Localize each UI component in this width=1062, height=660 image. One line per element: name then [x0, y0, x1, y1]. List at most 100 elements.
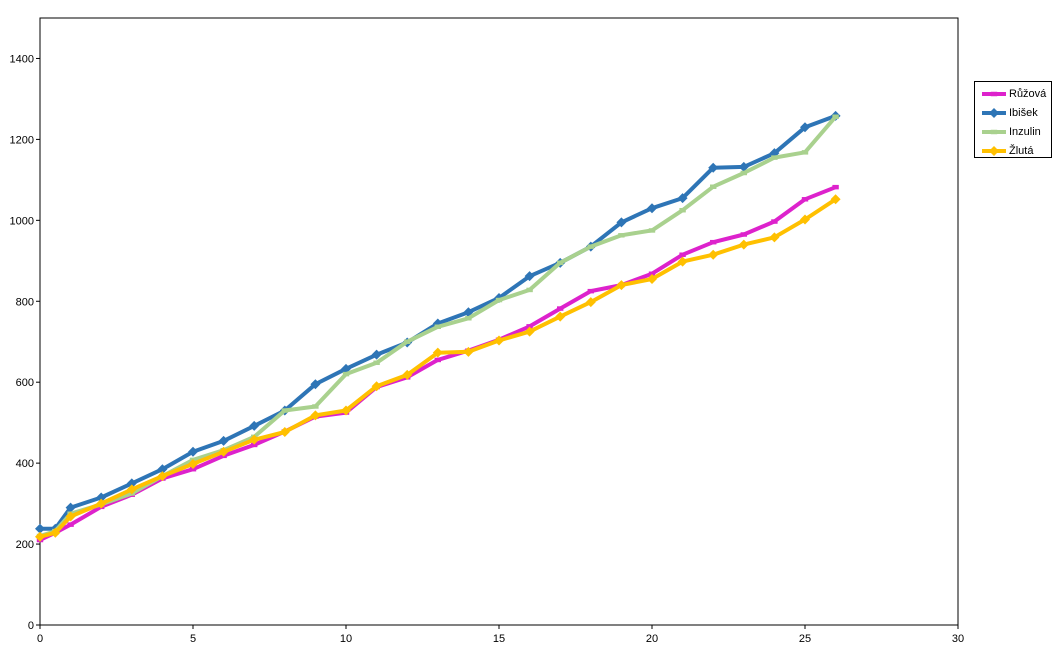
- data-point: [587, 288, 594, 294]
- y-tick-label: 800: [16, 296, 34, 308]
- data-point: [740, 232, 747, 237]
- series-4: [35, 194, 841, 542]
- data-point: [830, 194, 841, 205]
- data-point: [434, 357, 441, 363]
- plot-area: [39, 17, 959, 626]
- data-point: [524, 326, 535, 337]
- data-point: [801, 150, 809, 155]
- y-tick-label: 1400: [10, 53, 34, 65]
- data-point: [738, 239, 749, 250]
- y-tick-label: 600: [16, 377, 34, 389]
- data-point: [371, 349, 382, 360]
- legend-swatch-marker: [989, 108, 999, 118]
- data-point: [463, 346, 474, 357]
- x-tick-label: 30: [952, 633, 964, 645]
- data-point: [526, 324, 533, 329]
- data-point: [249, 434, 260, 445]
- data-point: [371, 381, 382, 392]
- legend-swatch-marker: [989, 146, 999, 156]
- legend-item: Růžová: [981, 87, 1046, 101]
- data-point: [65, 511, 76, 522]
- data-point: [800, 122, 810, 133]
- data-point: [677, 193, 688, 204]
- data-point: [648, 271, 656, 276]
- data-point: [618, 233, 625, 238]
- data-point: [218, 435, 229, 446]
- data-point: [677, 256, 688, 267]
- data-point: [494, 335, 504, 346]
- data-point: [616, 217, 627, 228]
- legend-swatch: [982, 129, 1006, 135]
- data-point: [832, 184, 839, 190]
- data-point: [465, 316, 472, 321]
- data-point: [710, 184, 717, 189]
- data-point: [800, 214, 810, 225]
- y-tick-label: 400: [16, 458, 34, 470]
- data-point: [279, 426, 290, 437]
- data-point: [188, 458, 198, 469]
- x-tick-label: 25: [799, 633, 811, 645]
- data-point: [310, 379, 321, 390]
- data-point: [738, 161, 749, 172]
- data-point: [769, 232, 780, 243]
- data-point: [404, 339, 411, 344]
- y-axis: 0 200 400 600 800 1000 1200 1400: [10, 53, 40, 632]
- data-point: [188, 446, 198, 457]
- data-point: [557, 260, 564, 266]
- data-point: [708, 249, 719, 260]
- data-point: [342, 371, 350, 377]
- data-point: [434, 324, 441, 330]
- data-point: [616, 280, 627, 291]
- data-point: [341, 405, 351, 416]
- data-point: [801, 197, 809, 202]
- legend-label: Ibišek: [1009, 107, 1038, 119]
- y-tick-label: 1000: [10, 215, 34, 227]
- x-tick-label: 20: [646, 633, 658, 645]
- data-point: [310, 410, 321, 421]
- data-point: [587, 244, 594, 249]
- y-tick-label: 200: [16, 539, 34, 551]
- y-tick-label: 1200: [10, 134, 34, 146]
- series-layer: [35, 110, 841, 543]
- data-point: [50, 527, 61, 538]
- data-point: [524, 271, 535, 282]
- legend: Růžová Ibišek Inzulin Žlutá: [974, 81, 1052, 158]
- data-point: [189, 466, 197, 472]
- data-point: [96, 492, 107, 503]
- data-point: [647, 203, 657, 214]
- data-point: [495, 297, 503, 303]
- x-tick-label: 5: [190, 633, 196, 645]
- data-point: [35, 523, 45, 534]
- data-point: [218, 446, 229, 457]
- data-point: [249, 420, 260, 431]
- data-point: [555, 311, 566, 322]
- data-point: [96, 498, 107, 509]
- data-point: [771, 219, 778, 224]
- data-point: [832, 114, 839, 119]
- data-point: [679, 252, 686, 257]
- data-point: [281, 408, 288, 413]
- x-tick-label: 10: [340, 633, 352, 645]
- legend-swatch-marker: [990, 91, 998, 97]
- data-point: [648, 228, 656, 233]
- data-point: [157, 464, 168, 475]
- data-point: [35, 531, 45, 542]
- data-point: [526, 287, 533, 293]
- legend-swatch: [982, 108, 1006, 118]
- legend-swatch: [982, 146, 1006, 156]
- data-point: [432, 347, 443, 358]
- legend-item: Ibišek: [981, 106, 1038, 120]
- legend-label: Inzulin: [1009, 126, 1041, 138]
- data-point: [67, 522, 74, 527]
- x-tick-label: 15: [493, 633, 505, 645]
- data-point: [647, 274, 657, 285]
- legend-swatch-marker: [990, 129, 998, 135]
- legend-item: Žlutá: [981, 144, 1033, 158]
- data-point: [771, 155, 778, 160]
- data-point: [557, 306, 564, 311]
- data-point: [710, 239, 717, 245]
- series-line: [38, 197, 838, 539]
- data-point: [251, 442, 258, 448]
- data-point: [312, 404, 319, 409]
